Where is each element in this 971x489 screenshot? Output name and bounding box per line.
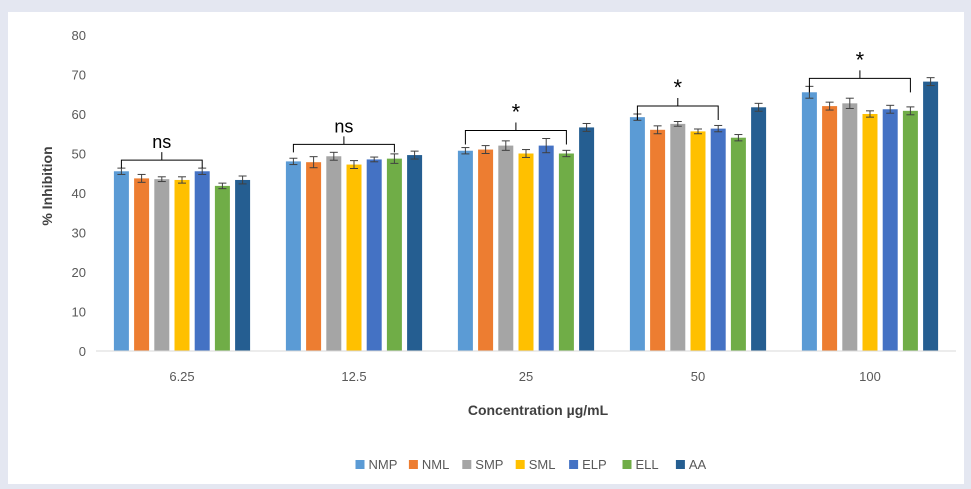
bar-sml	[346, 164, 362, 351]
chart-panel: 0 10 20 30 40 50 60 70 80 ns ns * * * 6.25 12.5 25 50 10…	[8, 12, 964, 484]
bar-elp	[710, 128, 726, 351]
legend-label: SML	[529, 457, 556, 472]
x-tick-label: 6.25	[169, 369, 194, 384]
y-tick-label: 60	[72, 107, 86, 122]
legend-swatch-aa	[675, 460, 685, 469]
bar-nmp	[113, 171, 129, 351]
legend-swatch-nmp	[355, 460, 365, 469]
bar-sml	[862, 114, 878, 351]
significance-bracket	[464, 122, 567, 145]
y-tick-label: 30	[72, 226, 86, 241]
legend-label: ELP	[582, 457, 607, 472]
significance-bracket	[808, 70, 911, 93]
bar-ell	[902, 110, 918, 351]
y-tick-label: 10	[72, 305, 86, 320]
bar-smp	[842, 103, 858, 352]
bar-elp	[194, 171, 210, 351]
bar-nml	[478, 149, 494, 351]
annotations-layer: ns ns * * *	[120, 47, 911, 169]
legend-swatch-elp	[569, 460, 579, 469]
y-tick-label: 70	[72, 68, 86, 83]
bar-smp	[498, 145, 514, 351]
x-axis: 6.25 12.5 25 50 100	[96, 350, 956, 384]
legend-swatch-ell	[622, 460, 632, 469]
significance-bracket	[636, 98, 719, 120]
y-tick-label: 50	[72, 147, 86, 162]
significance-bracket	[292, 136, 395, 153]
bar-sml	[690, 131, 706, 351]
bar-nmp	[457, 150, 473, 351]
x-tick-label: 25	[519, 369, 533, 384]
y-tick-label: 20	[72, 265, 86, 280]
y-axis-title: % Inhibition	[39, 146, 55, 225]
y-axis: 0 10 20 30 40 50 60 70 80	[72, 28, 86, 359]
bars-layer	[113, 77, 939, 352]
bar-aa	[579, 127, 595, 352]
x-tick-label: 50	[691, 369, 705, 384]
x-tick-label: 100	[859, 369, 881, 384]
bar-nml	[650, 129, 666, 351]
bar-nml	[306, 162, 322, 351]
significance-label: *	[674, 75, 683, 100]
bar-nmp	[285, 161, 301, 351]
y-tick-label: 80	[72, 28, 86, 43]
bar-nmp	[629, 117, 645, 351]
bar-sml	[174, 179, 190, 351]
x-axis-title: Concentration µg/mL	[468, 402, 609, 418]
bar-elp	[882, 109, 898, 351]
bar-smp	[154, 179, 170, 351]
bar-smp	[670, 123, 686, 351]
bar-aa	[407, 155, 423, 351]
bar-sml	[518, 153, 534, 351]
legend-swatch-nml	[408, 460, 418, 469]
legend-label: AA	[689, 457, 707, 472]
bar-nml	[134, 178, 150, 351]
legend-swatch-smp	[462, 460, 472, 469]
legend-label: ELL	[636, 457, 659, 472]
bar-aa	[923, 81, 939, 352]
bar-nml	[822, 106, 838, 351]
y-tick-label: 40	[72, 186, 86, 201]
legend-swatch-sml	[515, 460, 525, 469]
legend-label: SMP	[475, 457, 503, 472]
x-tick-label: 12.5	[341, 369, 366, 384]
bar-elp	[538, 145, 554, 351]
legend: NMP NML SMP SML ELP ELL AA	[355, 457, 707, 472]
bar-nmp	[801, 92, 817, 352]
bar-chart: 0 10 20 30 40 50 60 70 80 ns ns * * * 6.25 12.5 25 50 10…	[39, 28, 956, 472]
legend-label: NMP	[369, 457, 398, 472]
significance-bracket	[120, 152, 203, 169]
bar-ell	[214, 185, 230, 351]
significance-label: *	[856, 47, 865, 72]
bar-ell	[558, 153, 574, 351]
bar-aa	[751, 107, 767, 351]
bar-ell	[730, 137, 746, 351]
bar-aa	[235, 179, 251, 351]
significance-label: ns	[334, 116, 353, 136]
y-tick-label: 0	[79, 344, 86, 359]
significance-label: ns	[152, 132, 171, 152]
bar-ell	[386, 158, 402, 351]
bar-smp	[326, 156, 342, 351]
legend-label: NML	[422, 457, 449, 472]
bar-elp	[366, 159, 382, 351]
significance-label: *	[512, 99, 521, 124]
